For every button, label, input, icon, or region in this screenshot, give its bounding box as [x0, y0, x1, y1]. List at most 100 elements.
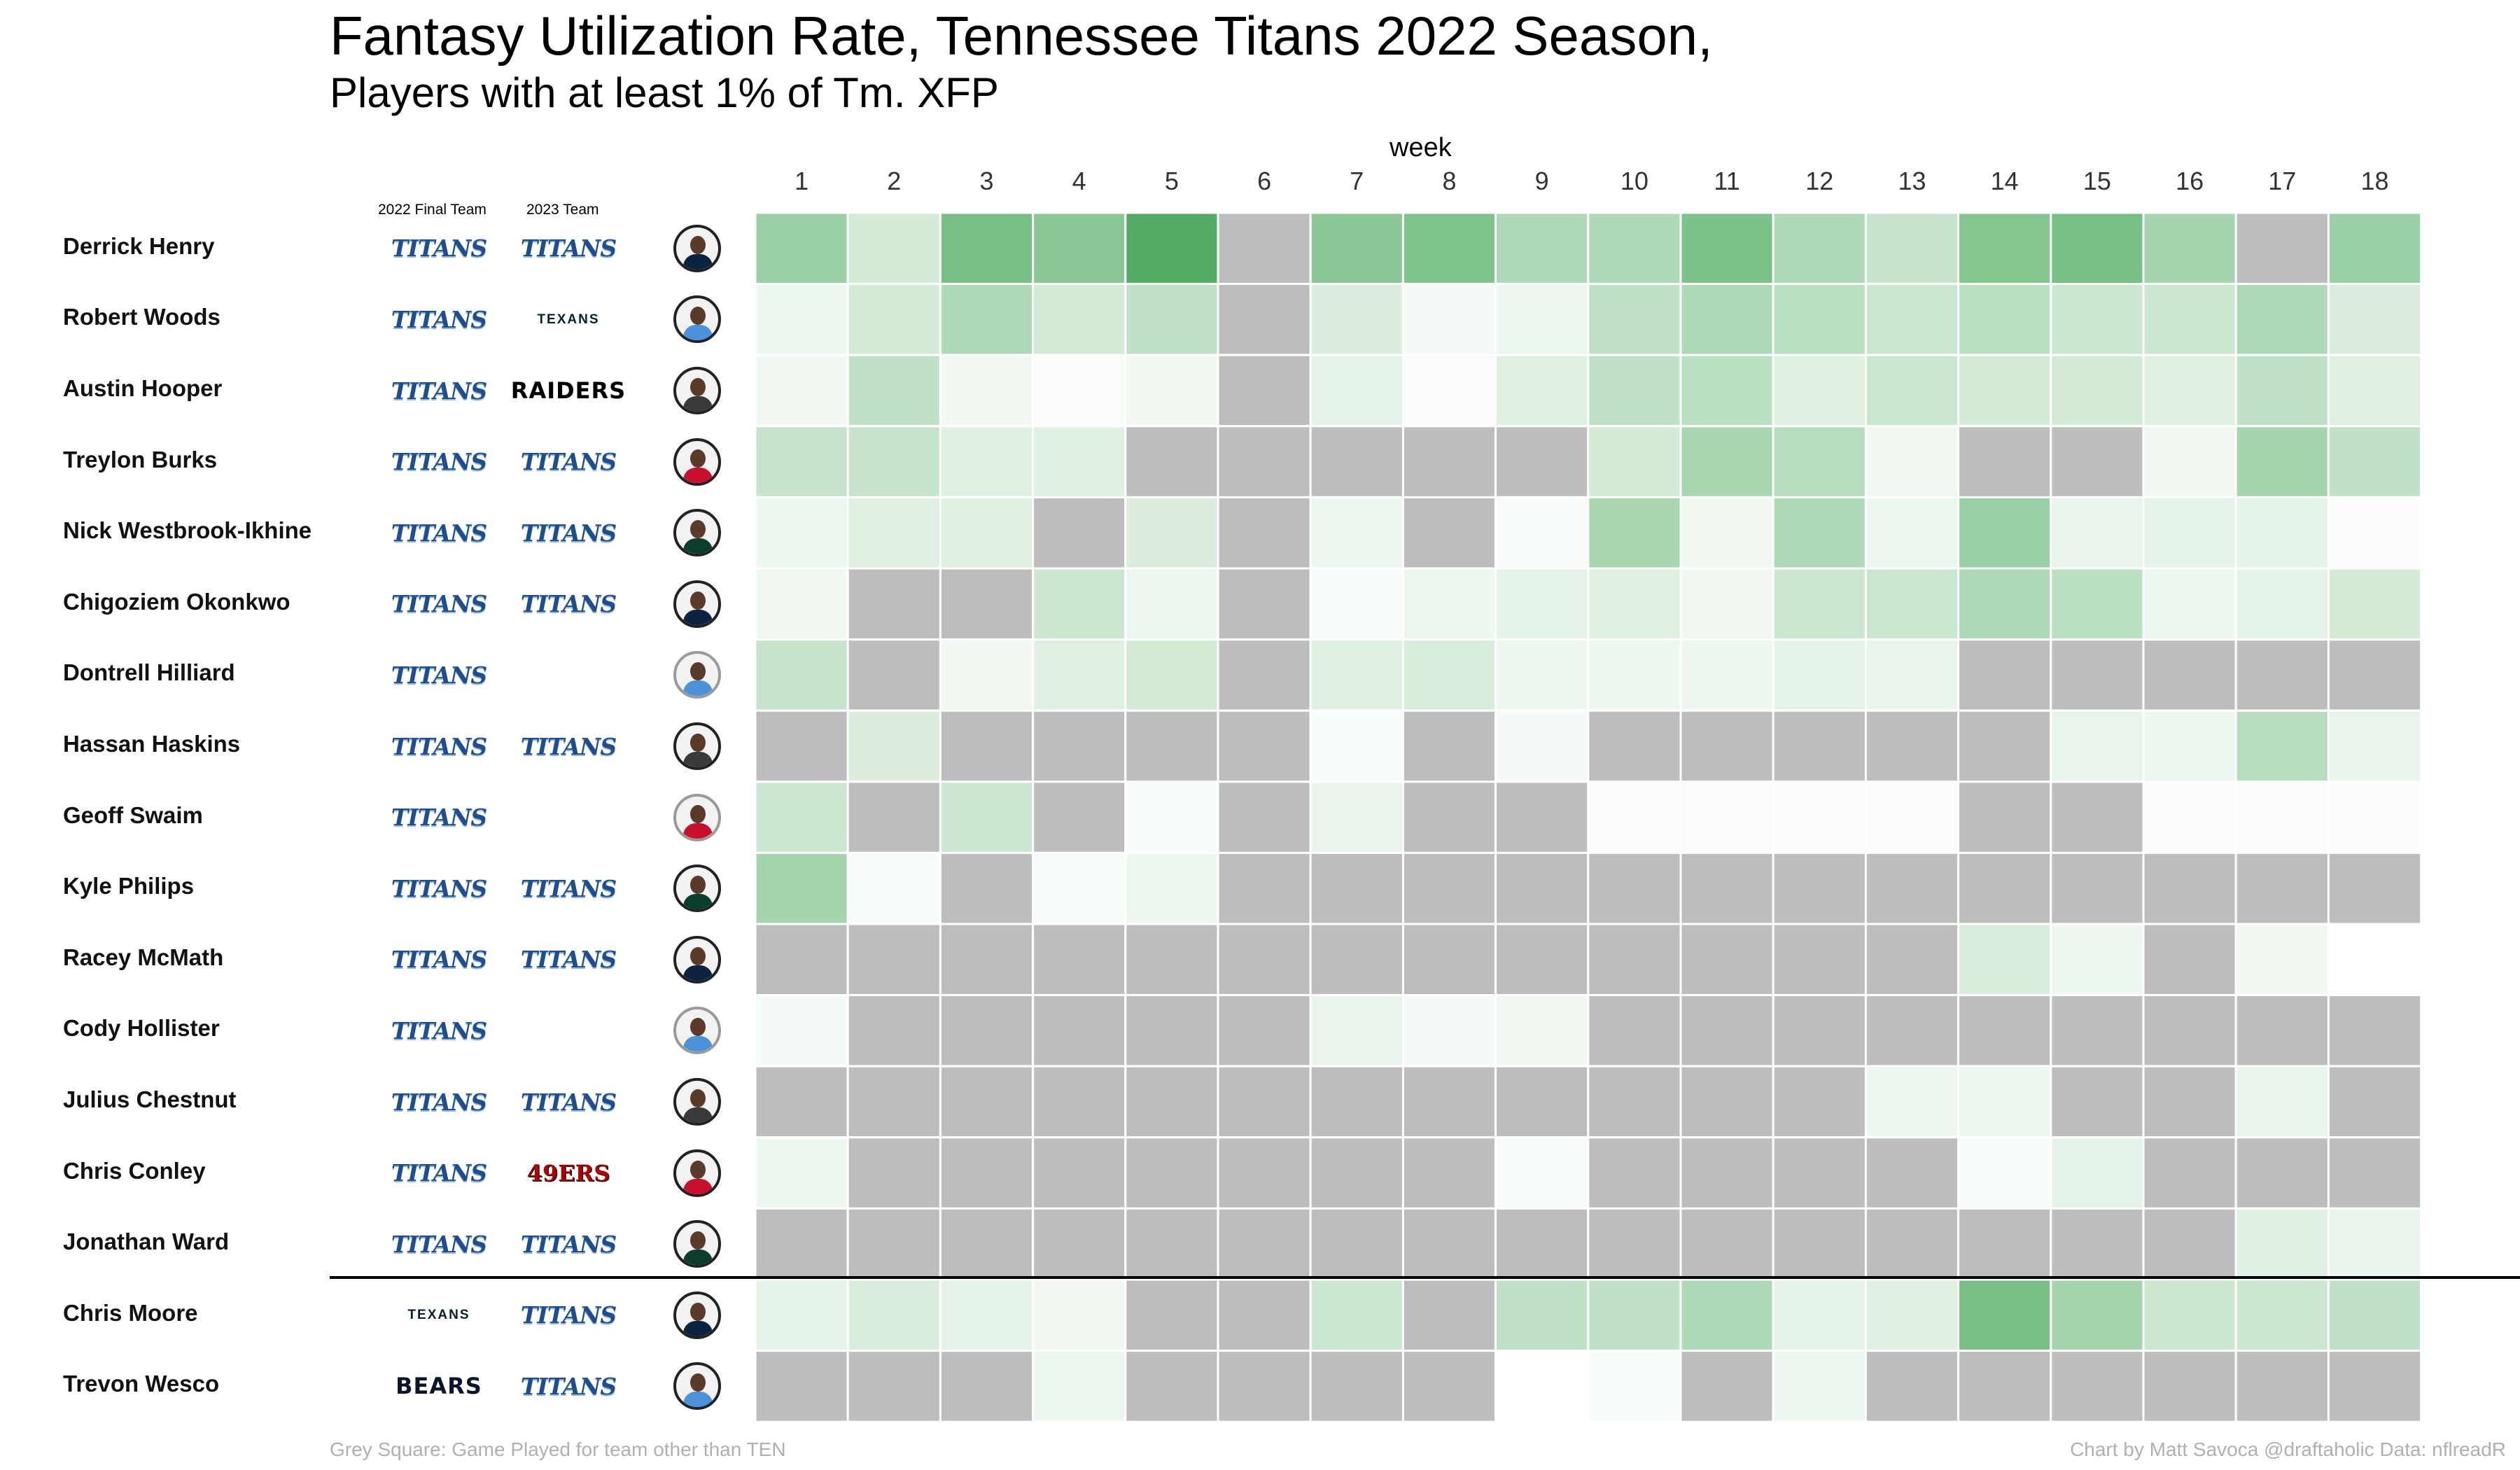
- heatmap-cell: [1401, 851, 1497, 925]
- heatmap-cell: [2142, 496, 2237, 570]
- heatmap-cell: [2234, 1350, 2330, 1423]
- team-logo-titans: TITANS: [520, 1301, 617, 1329]
- heatmap-cell: [1494, 638, 1590, 712]
- player-name: Austin Hooper: [63, 375, 223, 401]
- heatmap-cell: [1032, 283, 1127, 356]
- heatmap-cell: [2327, 496, 2423, 570]
- player-headshot: [673, 295, 721, 344]
- heatmap-cell: [1957, 211, 2052, 286]
- heatmap-cell: [939, 851, 1035, 925]
- heatmap-cell: [2050, 923, 2145, 997]
- heatmap-cell: [1124, 780, 1219, 854]
- heatmap-cell: [846, 994, 941, 1068]
- heatmap-cell: [2142, 1350, 2237, 1423]
- heatmap-cell: [2050, 780, 2145, 854]
- heatmap-cell: [939, 709, 1035, 783]
- heatmap-cell: [939, 923, 1035, 997]
- heatmap-cell: [1772, 211, 1867, 286]
- team-logo-titans: TITANS: [391, 661, 487, 689]
- heatmap-cell: [1401, 923, 1497, 997]
- heatmap-cell: [1772, 851, 1867, 925]
- team-logo-titans: TITANS: [391, 590, 487, 618]
- team-logo-titans: TITANS: [520, 874, 617, 902]
- heatmap-cell: [1309, 1065, 1404, 1139]
- heatmap-cell: [2234, 211, 2330, 286]
- heatmap-cell: [1309, 1136, 1404, 1210]
- heatmap-cell: [1032, 1065, 1127, 1139]
- heatmap-cell: [1401, 1136, 1497, 1210]
- column-header-next-team: 2023 Team: [526, 202, 599, 218]
- heatmap-cell: [1217, 1136, 1312, 1210]
- heatmap-cell: [2050, 211, 2145, 286]
- team-logo-titans: TITANS: [520, 234, 617, 262]
- week-label: 10: [1620, 167, 1648, 195]
- player-headshot: [673, 438, 721, 486]
- player-headshot: [673, 935, 721, 983]
- team-logo-49ers: 49ERS: [526, 1159, 610, 1186]
- heatmap-cell: [1124, 1065, 1219, 1139]
- heatmap-cell: [1032, 994, 1127, 1068]
- heatmap-cell: [1309, 283, 1404, 356]
- heatmap-cell: [1309, 567, 1404, 641]
- week-label: 2: [887, 167, 902, 195]
- week-label: 9: [1534, 167, 1549, 195]
- heatmap-cell: [1587, 923, 1682, 997]
- heatmap-cell: [1032, 851, 1127, 925]
- heatmap-cell: [1957, 496, 2052, 570]
- heatmap-cell: [1032, 354, 1127, 428]
- heatmap-cell: [1864, 354, 1960, 428]
- heatmap-cell: [1587, 994, 1682, 1068]
- player-headshot: [673, 1220, 721, 1268]
- heatmap-cell: [1772, 923, 1867, 997]
- heatmap-cell: [939, 567, 1035, 641]
- heatmap-cell: [1401, 496, 1497, 570]
- team-logo-titans: TITANS: [520, 946, 617, 974]
- heatmap-cell: [1772, 1065, 1867, 1139]
- heatmap-cell: [1217, 1207, 1312, 1281]
- heatmap-cell: [1401, 1065, 1497, 1139]
- heatmap-cell: [1679, 1207, 1774, 1281]
- heatmap-cell: [2142, 211, 2237, 286]
- heatmap-cell: [1494, 211, 1590, 286]
- heatmap-cell: [1494, 496, 1590, 570]
- heatmap-cell: [754, 283, 849, 356]
- heatmap-cell: [1494, 283, 1590, 356]
- heatmap-cell: [1217, 354, 1312, 428]
- heatmap-cell: [2142, 1207, 2237, 1281]
- heatmap-cell: [1864, 709, 1960, 783]
- heatmap-cell: [1494, 851, 1590, 925]
- player-name: Jonathan Ward: [63, 1228, 230, 1255]
- heatmap-cell: [846, 567, 941, 641]
- player-name: Chris Conley: [63, 1157, 206, 1184]
- heatmap-cell: [1124, 994, 1219, 1068]
- heatmap-cell: [1957, 709, 2052, 783]
- week-label: 4: [1072, 167, 1086, 195]
- heatmap-cell: [2050, 567, 2145, 641]
- heatmap-cell: [1124, 1136, 1219, 1210]
- heatmap-cell: [846, 1065, 941, 1139]
- heatmap-cell: [1679, 1278, 1774, 1352]
- heatmap-cell: [1679, 780, 1774, 854]
- player-name: Hassan Haskins: [63, 731, 241, 757]
- heatmap-cell: [939, 1065, 1035, 1139]
- heatmap-cell: [1864, 567, 1960, 641]
- heatmap-cell: [1217, 1065, 1312, 1139]
- heatmap-cell: [2327, 994, 2423, 1068]
- heatmap-cell: [1494, 1278, 1590, 1352]
- heatmap-cell: [1309, 780, 1404, 854]
- heatmap-cell: [754, 1350, 849, 1423]
- heatmap-cell: [846, 709, 941, 783]
- heatmap-cell: [1401, 567, 1497, 641]
- heatmap-cell: [939, 638, 1035, 712]
- heatmap-cell: [1401, 1350, 1497, 1423]
- heatmap-cell: [1864, 425, 1960, 498]
- heatmap-cell: [939, 1278, 1035, 1352]
- player-headshot: [673, 1291, 721, 1339]
- heatmap-cell: [1124, 851, 1219, 925]
- heatmap-cell: [1217, 638, 1312, 712]
- heatmap-cell: [1864, 283, 1960, 356]
- heatmap-cell: [1494, 1136, 1590, 1210]
- heatmap-cell: [1124, 425, 1219, 498]
- team-logo-bears: BEARS: [396, 1373, 482, 1400]
